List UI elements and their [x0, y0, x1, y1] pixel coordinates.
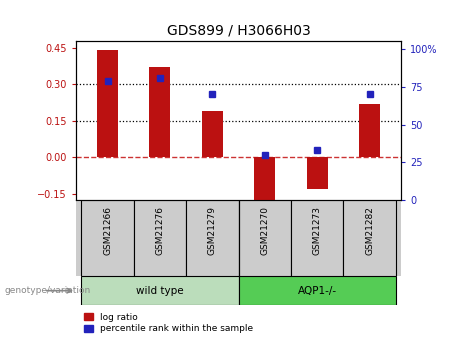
Bar	[202, 111, 223, 157]
Bar	[186, 200, 239, 276]
Bar	[291, 200, 343, 276]
Bar	[239, 276, 396, 305]
Bar	[307, 157, 328, 189]
Bar	[359, 104, 380, 157]
Bar	[254, 157, 275, 200]
Text: GSM21282: GSM21282	[365, 206, 374, 255]
Text: AQP1-/-: AQP1-/-	[298, 286, 337, 296]
Text: GSM21279: GSM21279	[208, 206, 217, 255]
Legend: log ratio, percentile rank within the sample: log ratio, percentile rank within the sa…	[81, 309, 257, 337]
Text: GSM21273: GSM21273	[313, 206, 322, 255]
Bar	[81, 276, 239, 305]
Title: GDS899 / H3066H03: GDS899 / H3066H03	[167, 23, 310, 38]
Text: wild type: wild type	[136, 286, 184, 296]
Bar	[239, 200, 291, 276]
Text: GSM21270: GSM21270	[260, 206, 269, 255]
Bar	[149, 67, 171, 157]
Bar	[134, 200, 186, 276]
Bar	[343, 200, 396, 276]
Bar	[97, 50, 118, 157]
Text: GSM21266: GSM21266	[103, 206, 112, 255]
Bar	[81, 200, 134, 276]
Text: genotype/variation: genotype/variation	[5, 286, 91, 295]
Text: GSM21276: GSM21276	[155, 206, 165, 255]
